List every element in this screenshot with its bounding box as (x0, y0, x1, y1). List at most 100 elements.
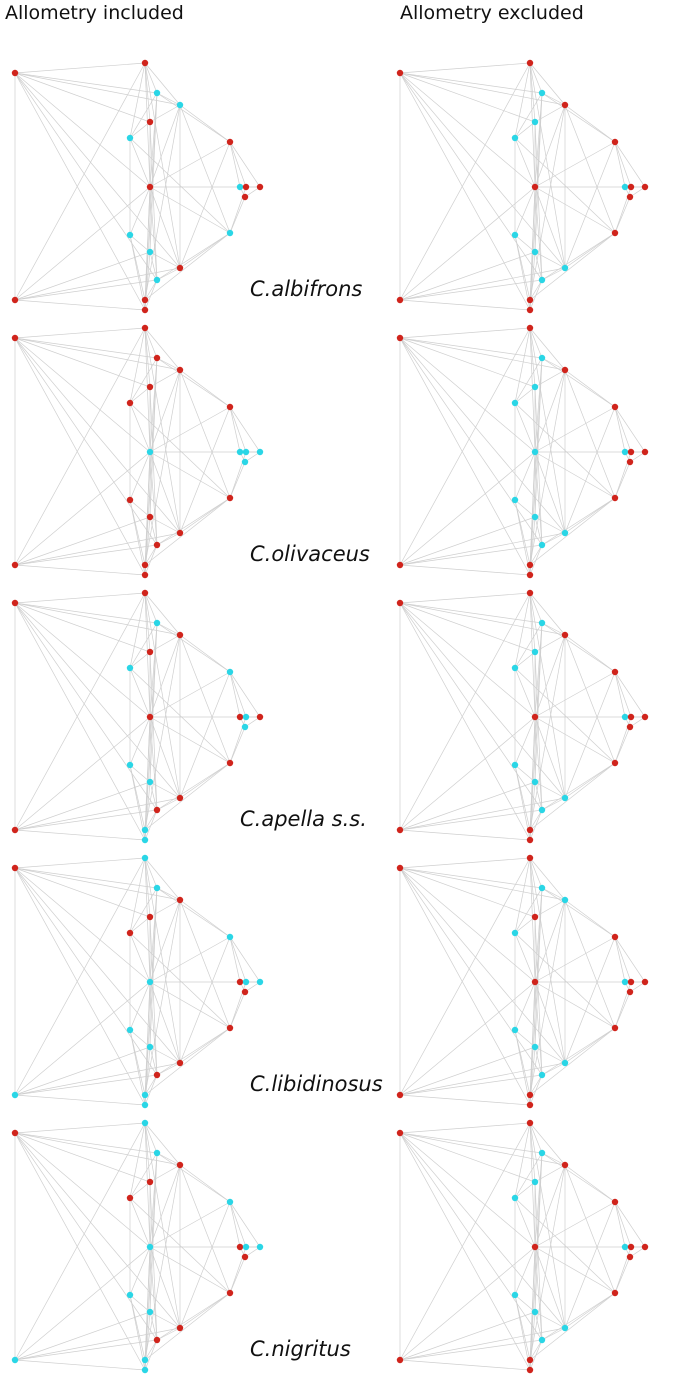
wireframe-edge (144, 1164, 181, 1361)
landmark-dot-red (146, 913, 154, 921)
wireframe-edge (399, 1132, 566, 1329)
landmark-dot-cyan (511, 134, 519, 142)
wireframe-edge (529, 592, 566, 636)
wireframe-edge (541, 887, 566, 901)
wireframe-edge (399, 1132, 536, 1248)
landmark-dot-cyan (226, 1198, 234, 1206)
landmark-dot-cyan (561, 1059, 569, 1067)
wireframe-edge (229, 196, 246, 234)
wireframe-edge (399, 327, 531, 339)
wireframe-edge (541, 532, 566, 546)
landmark-dot-red (153, 541, 161, 549)
wireframe-edge (529, 1164, 566, 1361)
wireframe-edge (14, 337, 158, 359)
wireframe-edge (156, 622, 181, 636)
landmark-dot-red (241, 1253, 249, 1261)
wireframe-edge (229, 461, 246, 499)
landmark-dot-red (226, 1024, 234, 1032)
wireframe-edge (564, 634, 616, 673)
wireframe-edge (529, 357, 543, 576)
wireframe-included-row-2 (11, 324, 264, 579)
wireframe-edge (144, 1339, 158, 1361)
wireframe-edge (229, 1201, 247, 1248)
wireframe-edge (129, 234, 146, 311)
wireframe-edge (149, 451, 181, 534)
landmark-dot-cyan (538, 354, 546, 362)
wireframe-edge (534, 634, 566, 718)
wireframe-edge (614, 936, 646, 983)
landmark-dot-cyan (531, 248, 539, 256)
landmark-dot-red (176, 794, 184, 802)
wireframe-edge (129, 916, 151, 934)
wireframe-edge (399, 1311, 536, 1361)
landmark-dot-red (611, 933, 619, 941)
wireframe-edge (14, 1074, 158, 1096)
wireframe-edge (14, 867, 158, 1076)
wireframe-edge (614, 406, 646, 453)
landmark-dot-red (641, 183, 649, 191)
landmark-dot-cyan (511, 1026, 519, 1034)
wireframe-edge (14, 592, 146, 604)
wireframe-edge (529, 369, 566, 566)
wireframe-edge (564, 899, 616, 1029)
wireframe-edge (229, 936, 261, 983)
wireframe-edge (614, 671, 626, 718)
wireframe-edge (144, 1074, 158, 1096)
wireframe-edge (156, 232, 231, 281)
wireframe-edge (529, 857, 543, 889)
wireframe-edge (514, 1029, 531, 1096)
wireframe-edge (14, 867, 151, 983)
wireframe-edge (534, 981, 616, 1029)
wireframe-edge (14, 62, 146, 74)
wireframe-edge (129, 234, 146, 301)
landmark-dot-red (626, 988, 634, 996)
wireframe-edge (541, 762, 616, 811)
wireframe-edge (614, 1201, 632, 1248)
landmark-dot-red (531, 913, 539, 921)
landmark-dot-cyan (531, 1178, 539, 1186)
wireframe-edge (529, 497, 616, 566)
wireframe-edge (229, 981, 247, 1029)
wireframe-edge (144, 327, 158, 359)
wireframe-edge (129, 1197, 231, 1294)
wireframe-edge (14, 564, 146, 576)
wireframe-edge (149, 141, 231, 188)
wireframe-edge (149, 1046, 181, 1064)
wireframe-excluded-row-5 (396, 1119, 649, 1374)
wireframe-edge (534, 1246, 616, 1294)
wireframe-edge (129, 357, 158, 404)
wireframe-edge (399, 532, 566, 566)
wireframe-edge (144, 809, 158, 841)
wireframe-edge (399, 1132, 536, 1183)
wireframe-edge (179, 634, 231, 673)
wireframe-edge (14, 857, 146, 1096)
wireframe-edge (534, 1046, 543, 1076)
wireframe-edge (514, 764, 536, 783)
wireframe-edge (399, 857, 531, 1096)
wireframe-edge (129, 932, 151, 983)
wireframe-edge (149, 716, 181, 799)
wireframe-edge (129, 1029, 146, 1106)
wireframe-edge (529, 592, 543, 624)
wireframe-edge (14, 337, 151, 453)
landmark-dot-cyan (621, 978, 629, 986)
wireframe-edge (399, 62, 531, 301)
wireframe-edge (144, 592, 181, 799)
wireframe-edge (129, 92, 158, 139)
wireframe-edge (14, 279, 158, 301)
wireframe-edge (14, 516, 151, 566)
wireframe-edge (149, 1246, 181, 1329)
wireframe-edge (14, 1132, 146, 1371)
landmark-dot-red (146, 1178, 154, 1186)
landmark-dot-cyan (141, 826, 149, 834)
wireframe-edge (399, 981, 536, 1096)
wireframe-edge (149, 1311, 158, 1341)
wireframe-edge (541, 622, 616, 673)
wireframe-excluded-row-3 (396, 589, 649, 844)
wireframe-excluded-row-1 (396, 59, 649, 314)
landmark-dot-red (236, 713, 244, 721)
wireframe-edge (229, 406, 247, 453)
wireframe-edge (229, 726, 246, 764)
wireframe-edge (529, 592, 536, 653)
wireframe-edge (144, 1074, 158, 1106)
